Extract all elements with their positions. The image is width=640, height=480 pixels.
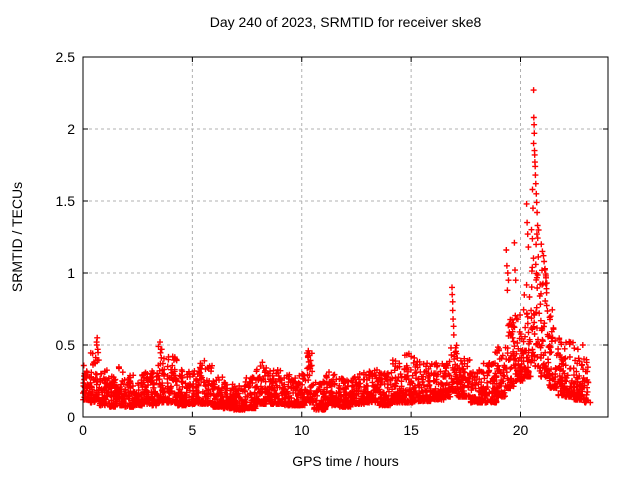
plot-border bbox=[82, 56, 609, 418]
x-tick-label: 15 bbox=[403, 422, 419, 438]
y-tick-label: 1 bbox=[67, 265, 75, 281]
scatter-points bbox=[80, 87, 594, 413]
x-tick-label: 0 bbox=[79, 422, 87, 438]
y-tick-label: 2 bbox=[67, 121, 75, 137]
x-tick-label: 5 bbox=[188, 422, 196, 438]
chart-title: Day 240 of 2023, SRMTID for receiver ske… bbox=[209, 14, 482, 30]
x-tick-label: 10 bbox=[294, 422, 310, 438]
y-tick-label: 1.5 bbox=[56, 193, 76, 209]
y-axis-title: SRMTID / TECUs bbox=[9, 181, 25, 293]
y-tick-label: 0.5 bbox=[56, 337, 76, 353]
x-axis-title: GPS time / hours bbox=[292, 453, 399, 469]
x-tick-label: 20 bbox=[513, 422, 529, 438]
y-tick-label: 0 bbox=[67, 409, 75, 425]
y-tick-label: 2.5 bbox=[56, 49, 76, 65]
